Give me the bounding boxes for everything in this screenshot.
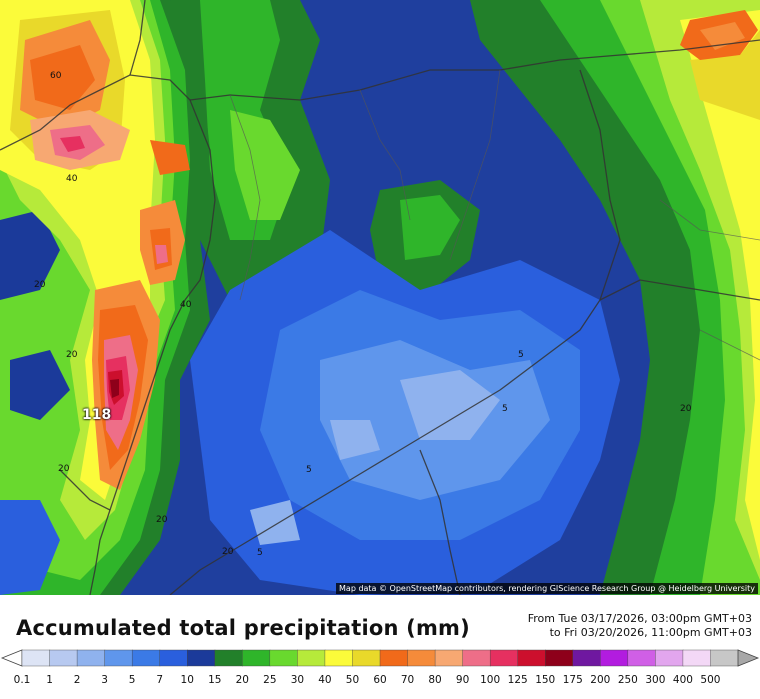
scale-tick-label: 400 — [672, 674, 693, 686]
scale-swatch — [131, 649, 161, 667]
scale-swatch — [600, 649, 629, 667]
scale-tick-label: 175 — [562, 674, 583, 686]
contour-label: 20 — [58, 464, 70, 474]
scale-swatch — [627, 649, 656, 667]
scale-tick-label: 150 — [535, 674, 556, 686]
scale-tick-label: 10 — [180, 674, 194, 686]
scale-swatch — [434, 649, 464, 667]
map-attribution: Map data © OpenStreetMap contributors, r… — [336, 583, 758, 594]
scale-tick-label: 1 — [46, 674, 53, 686]
legend-title: Accumulated total precipitation (mm) — [16, 616, 470, 640]
scale-swatch — [104, 649, 133, 667]
precipitation-map[interactable]: 60 40 20 40 20 20 20 20 5 5 5 5 20 118 M… — [0, 0, 760, 595]
scale-swatch — [489, 649, 519, 667]
contour-label: 40 — [66, 174, 78, 184]
scale-tick-label: 60 — [373, 674, 387, 686]
scale-swatch — [49, 649, 78, 667]
contour-label: 40 — [180, 300, 192, 310]
scale-tick-label: 250 — [617, 674, 638, 686]
contour-label: 20 — [156, 515, 168, 525]
scale-swatch — [76, 649, 106, 667]
scale-swatch — [21, 649, 51, 667]
scale-tick-label: 20 — [235, 674, 249, 686]
scale-tick-label: 7 — [156, 674, 164, 686]
scale-arrow-low — [0, 649, 23, 667]
scale-arrow-high — [737, 649, 760, 667]
time-period: From Tue 03/17/2026, 03:00pm GMT+03 to F… — [528, 612, 752, 640]
scale-swatch — [269, 649, 298, 667]
scale-swatch — [710, 649, 739, 667]
contour-label: 5 — [257, 548, 263, 558]
scale-tick-label: 2 — [73, 674, 81, 686]
contour-label: 5 — [518, 350, 524, 360]
scale-swatch — [187, 649, 216, 667]
scale-swatch — [242, 649, 271, 667]
scale-tick-label: 90 — [455, 674, 470, 686]
scale-swatch — [545, 649, 574, 667]
contour-label: 20 — [34, 280, 46, 290]
precipitation-field — [0, 0, 760, 595]
scale-tick-label: 100 — [480, 674, 501, 686]
scale-tick-label: 300 — [645, 674, 666, 686]
scale-tick-label: 125 — [507, 674, 528, 686]
color-scale-bar — [0, 649, 760, 667]
contour-label: 60 — [50, 71, 62, 81]
maximum-value-label: 118 — [82, 407, 112, 423]
scale-swatch — [159, 649, 188, 667]
scale-swatch — [407, 649, 436, 667]
scale-tick-label: 15 — [208, 674, 222, 686]
scale-swatch — [572, 649, 601, 667]
period-to: to Fri 03/20/2026, 11:00pm GMT+03 — [549, 626, 752, 639]
scale-tick-label: 5 — [128, 674, 136, 686]
contour-label: 20 — [680, 404, 692, 414]
scale-tick-label: 50 — [345, 674, 360, 686]
scale-swatch — [352, 649, 381, 667]
scale-swatch — [214, 649, 243, 667]
color-scale-labels: 0.1 1 2 3 5 7 10 15 20 25 30 40 50 60 70 80 90 100 125 150 1… — [0, 674, 760, 690]
scale-swatch — [324, 649, 354, 667]
scale-tick-label: 80 — [428, 674, 442, 686]
scale-swatch — [297, 649, 326, 667]
contour-label: 5 — [306, 465, 312, 475]
contour-label: 20 — [222, 547, 234, 557]
contour-label: 20 — [66, 350, 78, 360]
scale-swatch — [682, 649, 712, 667]
scale-swatch — [462, 649, 491, 667]
scale-tick-label: 0.1 — [13, 674, 31, 686]
scale-swatch — [379, 649, 409, 667]
scale-tick-label: 25 — [263, 674, 277, 686]
contour-label: 5 — [502, 404, 508, 414]
scale-tick-label: 500 — [700, 674, 721, 686]
period-from: From Tue 03/17/2026, 03:00pm GMT+03 — [527, 612, 752, 625]
scale-tick-label: 40 — [318, 674, 332, 686]
scale-swatch — [655, 649, 684, 667]
scale-swatch — [517, 649, 546, 667]
scale-tick-label: 70 — [400, 674, 415, 686]
scale-tick-label: 200 — [590, 674, 611, 686]
scale-tick-label: 30 — [290, 674, 305, 686]
scale-tick-label: 3 — [101, 674, 108, 686]
